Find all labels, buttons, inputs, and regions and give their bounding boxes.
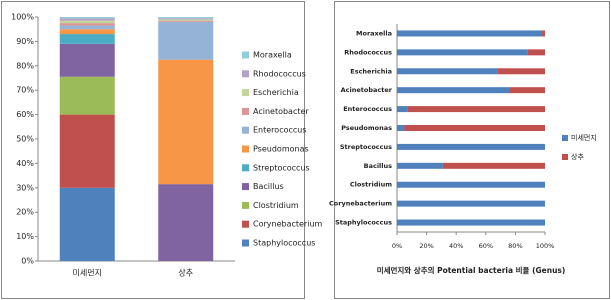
x-tick-label: 60% [479, 242, 493, 250]
bar-segment [397, 106, 408, 113]
y-tick-label: 40% [16, 159, 34, 168]
y-tick-label: 10% [16, 232, 34, 241]
x-axis-title: 미세먼지와 상추의 Potential bacteria 비율 (Genus) [377, 265, 566, 275]
bar-segment [158, 17, 214, 19]
legend-swatch [562, 154, 568, 160]
legend-label: Rhodococcus [253, 69, 306, 78]
bar-segment [59, 29, 115, 35]
legend-label: Enterococcus [253, 126, 307, 135]
legend-swatch [242, 183, 249, 191]
y-tick-label: 90% [16, 37, 34, 46]
legend-label: 미세먼지 [571, 133, 597, 142]
bar-segment [59, 20, 115, 24]
bar-segment [397, 181, 545, 188]
y-tick-label: Corynebacterium [329, 200, 392, 208]
y-tick-label: Staphylococcus [335, 219, 392, 227]
bar-segment [59, 76, 115, 115]
y-tick-label: 30% [16, 183, 34, 192]
y-tick-label: Enterococcus [343, 105, 392, 113]
bar-segment [527, 49, 545, 56]
bar-segment [397, 49, 528, 56]
y-tick-label: 70% [16, 86, 34, 95]
legend-label: Bacillus [253, 182, 284, 191]
y-tick-label: Escherichia [350, 67, 392, 75]
right-panel [334, 1, 610, 299]
bar-segment [404, 125, 545, 131]
bar-segment [397, 87, 510, 94]
bar-segment [497, 68, 545, 75]
bar-segment [397, 200, 545, 207]
bar-segment [59, 187, 115, 261]
bar-segment [59, 25, 115, 30]
bar-segment [158, 59, 214, 185]
bar-segment [59, 18, 115, 21]
legend-swatch [242, 51, 249, 59]
y-tick-label: Clostridium [350, 181, 392, 189]
legend-label: Pseudomonas [253, 145, 309, 154]
bar-segment [407, 106, 545, 113]
x-tick-label: 20% [419, 242, 433, 250]
y-tick-label: 100% [11, 13, 34, 22]
bar-segment [59, 34, 115, 44]
legend-swatch [242, 239, 249, 247]
y-tick-label: 0% [21, 257, 34, 266]
bar-segment [442, 162, 545, 169]
x-tick-label: 상추 [178, 268, 193, 278]
x-tick-label: 40% [449, 242, 463, 250]
bar-segment [158, 20, 214, 22]
y-tick-label: Pseudomonas [341, 124, 392, 132]
y-tick-label: Rhodococcus [344, 48, 392, 56]
y-tick-label: 60% [16, 110, 34, 119]
bar-segment [158, 21, 214, 60]
y-tick-label: 20% [16, 208, 34, 217]
legend-label: Clostridium [253, 201, 299, 210]
legend-swatch [242, 201, 249, 209]
legend-swatch [242, 220, 249, 228]
legend-swatch [242, 89, 249, 97]
legend-label: Moraxella [253, 51, 292, 60]
bar-segment [509, 87, 545, 94]
bar-segment [397, 30, 543, 37]
x-tick-label: 80% [508, 242, 522, 250]
bar-segment [158, 18, 214, 20]
legend-label: 상추 [571, 152, 584, 161]
legend-label: Staphylococcus [253, 239, 315, 248]
x-tick-label: 미세먼지 [73, 268, 102, 278]
legend-swatch [242, 164, 249, 172]
bar-segment [59, 17, 115, 19]
legend-swatch [242, 126, 249, 134]
legend-swatch [562, 135, 568, 141]
bar-segment [397, 68, 498, 75]
bar-segment [542, 30, 545, 37]
legend-label: Streptococcus [253, 163, 310, 172]
legend-swatch [242, 107, 249, 115]
bar-segment [397, 162, 443, 169]
y-tick-label: Moraxella [356, 29, 392, 37]
y-tick-label: Streptococcus [340, 143, 392, 151]
bar-segment [397, 125, 405, 131]
left-panel [1, 1, 305, 299]
y-tick-label: Bacillus [364, 162, 393, 170]
x-tick-label: 0% [392, 242, 402, 250]
legend-swatch [242, 145, 249, 153]
y-tick-label: Acinetobacter [341, 86, 393, 94]
y-tick-label: 50% [16, 135, 34, 144]
legend-label: Escherichia [253, 88, 299, 97]
bar-segment [59, 23, 115, 26]
bar-segment [397, 143, 545, 150]
y-tick-label: 80% [16, 61, 34, 70]
legend-label: Acinetobacter [253, 107, 309, 116]
bar-segment [59, 114, 115, 188]
x-tick-label: 100% [536, 242, 555, 250]
bar-segment [158, 19, 214, 21]
legend-label: Corynebacterium [253, 220, 323, 229]
bar-segment [397, 219, 545, 226]
bar-segment [59, 43, 115, 77]
bar-segment [158, 184, 214, 261]
legend-swatch [242, 70, 249, 78]
